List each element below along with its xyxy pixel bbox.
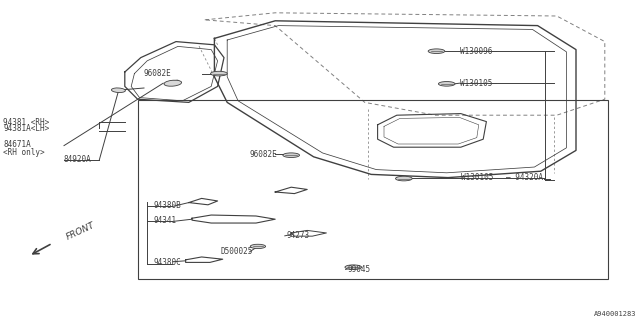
Text: 99045: 99045 bbox=[348, 265, 371, 274]
Text: W130096—: W130096— bbox=[460, 47, 497, 56]
Ellipse shape bbox=[428, 49, 445, 53]
Ellipse shape bbox=[111, 88, 125, 92]
Text: 94381 <RH>: 94381 <RH> bbox=[3, 118, 49, 127]
Text: 84920A: 84920A bbox=[64, 155, 92, 164]
Text: 94380C: 94380C bbox=[154, 258, 181, 267]
Text: D500025: D500025 bbox=[221, 247, 253, 256]
Ellipse shape bbox=[345, 265, 362, 269]
Text: W130105—: W130105— bbox=[460, 79, 497, 88]
Text: 94341: 94341 bbox=[154, 216, 177, 225]
Ellipse shape bbox=[438, 82, 455, 86]
Ellipse shape bbox=[164, 80, 182, 86]
Ellipse shape bbox=[283, 153, 300, 157]
Ellipse shape bbox=[211, 71, 227, 76]
Text: FRONT: FRONT bbox=[65, 220, 97, 242]
Text: 96082E: 96082E bbox=[250, 150, 277, 159]
Bar bbox=[138, 100, 608, 279]
Text: — 94320A: — 94320A bbox=[506, 173, 543, 182]
Text: 84671A: 84671A bbox=[3, 140, 31, 149]
Ellipse shape bbox=[396, 176, 412, 181]
Text: W130105: W130105 bbox=[461, 173, 493, 182]
Text: 94273: 94273 bbox=[287, 231, 310, 240]
Text: <RH only>: <RH only> bbox=[3, 148, 45, 157]
Text: 96082E: 96082E bbox=[144, 69, 172, 78]
Text: A940001283: A940001283 bbox=[595, 311, 637, 317]
Ellipse shape bbox=[250, 244, 266, 249]
Text: 94381A<LH>: 94381A<LH> bbox=[3, 124, 49, 133]
Text: 94380B: 94380B bbox=[154, 201, 181, 210]
